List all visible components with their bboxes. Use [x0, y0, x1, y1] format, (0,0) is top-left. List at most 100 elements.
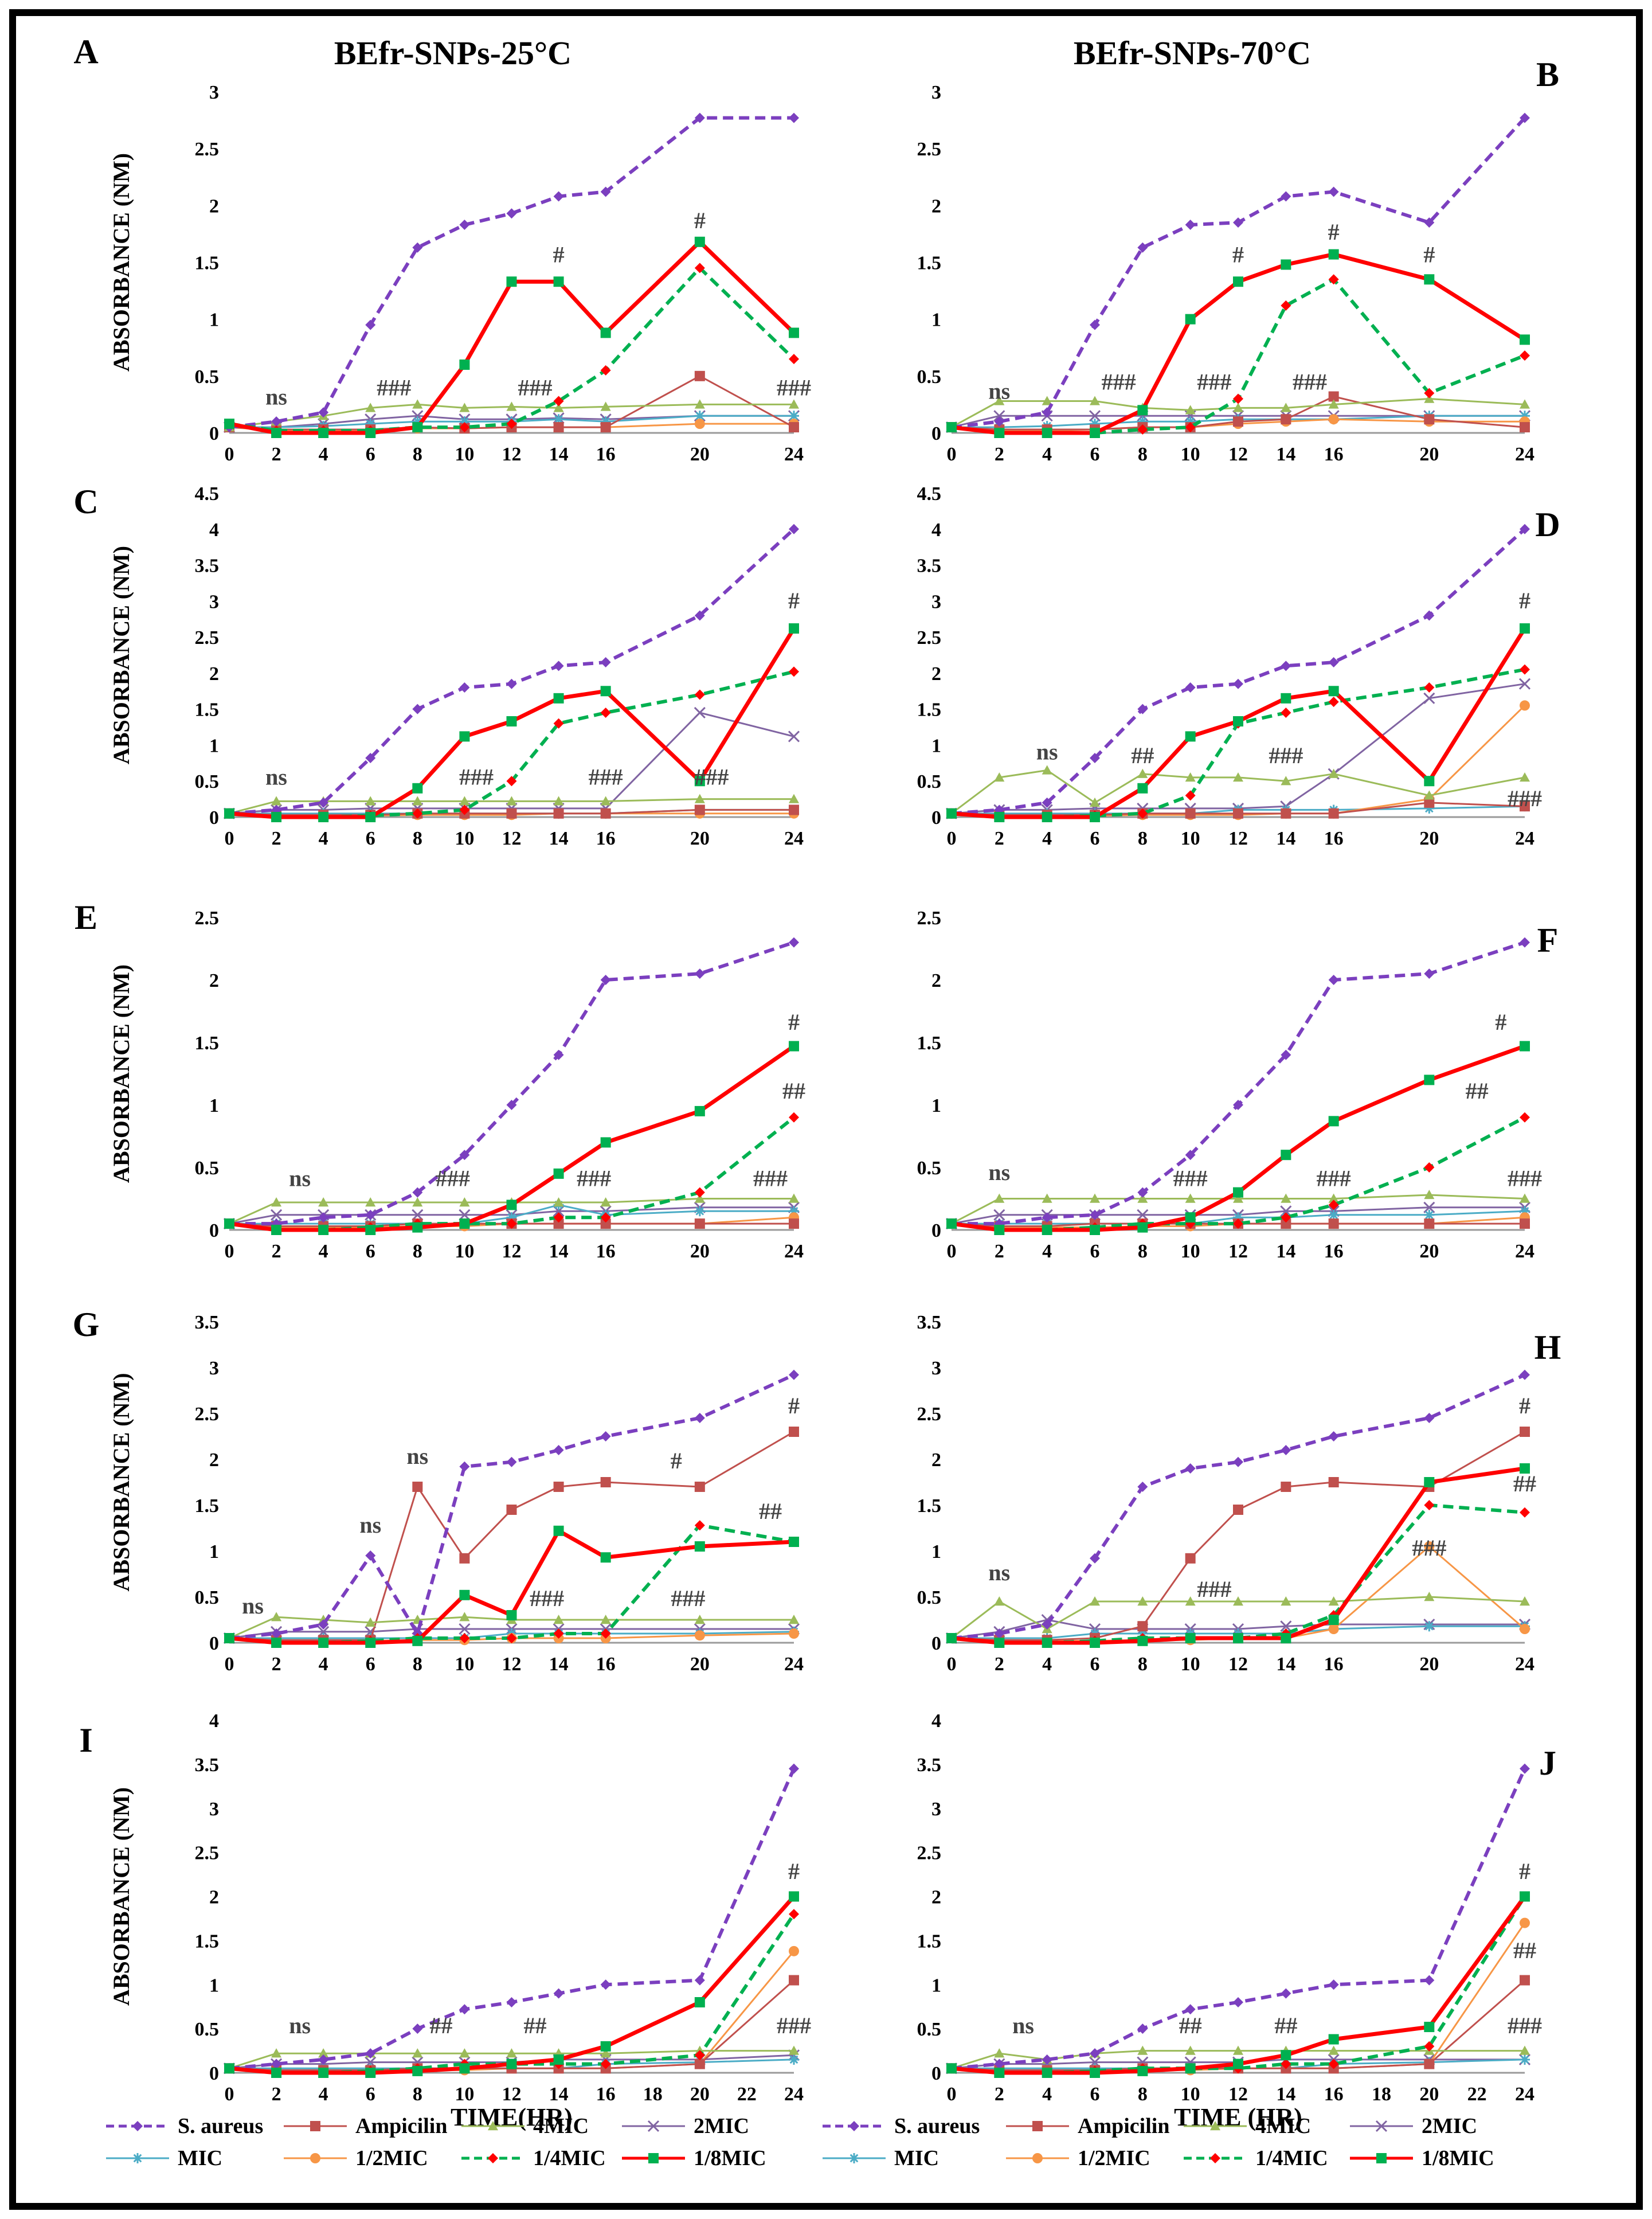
data-point [1137, 2045, 1148, 2055]
x-tick-label: 14 [549, 1654, 569, 1675]
x-tick-label: 4 [319, 444, 328, 465]
y-tick-label: 1 [931, 310, 941, 331]
data-point [459, 1612, 470, 1622]
data-point [1328, 1615, 1339, 1625]
data-point [1233, 403, 1243, 412]
data-point [1090, 2068, 1100, 2078]
x-tick-label: 4 [1042, 828, 1052, 849]
significance-label: ### [1102, 369, 1136, 395]
data-point [224, 1218, 234, 1229]
data-point [1090, 319, 1100, 330]
legend-marker [1375, 2120, 1388, 2132]
data-point [1233, 1505, 1243, 1515]
x-tick-label: 14 [1276, 2084, 1295, 2105]
x-tick-label: 10 [1181, 2084, 1200, 2105]
x-tick-label: 0 [947, 2084, 957, 2105]
significance-label: ns [988, 1560, 1010, 1585]
data-point [600, 2041, 611, 2052]
data-point [1520, 1112, 1530, 1123]
data-point [600, 401, 611, 411]
x-tick-label: 24 [784, 1654, 804, 1675]
y-tick-label: 1 [931, 1975, 941, 1996]
y-tick-label: 2 [209, 1887, 219, 1908]
data-point [1137, 2065, 1148, 2076]
legend-marker [310, 2121, 320, 2131]
data-point [553, 191, 564, 202]
data-point [1520, 1427, 1530, 1437]
series-1-8mic [224, 1525, 799, 1648]
data-point [789, 1891, 799, 1902]
x-tick-label: 12 [502, 1241, 522, 1262]
data-point [506, 401, 517, 411]
data-point [1520, 1206, 1530, 1217]
significance-label: # [1495, 1009, 1506, 1035]
data-point [412, 704, 423, 714]
significance-label: ### [777, 375, 811, 401]
x-tick-label: 2 [995, 444, 1004, 465]
data-point [271, 428, 282, 438]
x-tick-label: 16 [1324, 444, 1344, 465]
data-point [506, 276, 517, 287]
data-point [694, 1482, 705, 1492]
data-point [1090, 753, 1100, 764]
data-point [318, 2054, 329, 2065]
data-point [789, 1909, 799, 1920]
y-tick-label: 0.5 [917, 366, 942, 388]
data-point [600, 2058, 611, 2069]
data-point [1328, 399, 1339, 409]
x-tick-label: 14 [1276, 1241, 1295, 1262]
legend-label: 1/8MIC [694, 2146, 766, 2170]
y-tick-label: 3 [209, 1799, 219, 1820]
data-point [789, 327, 799, 338]
data-point [459, 422, 470, 433]
data-point [600, 327, 611, 338]
data-point [271, 1638, 282, 1648]
legend-label: S. aureus [894, 2114, 980, 2138]
y-axis-label: ABSORBANCE (NM) [108, 1787, 134, 2006]
data-point [506, 1218, 517, 1229]
data-point [600, 1137, 611, 1148]
y-tick-label: 1.5 [195, 700, 220, 721]
data-point [1281, 414, 1291, 425]
data-point [1520, 1507, 1530, 1518]
x-tick-label: 10 [455, 2084, 474, 2105]
data-point [1042, 1225, 1052, 1235]
data-point [994, 2068, 1005, 2078]
x-tick-label: 14 [549, 828, 569, 849]
x-tick-label: 24 [784, 828, 804, 849]
data-point [694, 1187, 705, 1198]
data-point [694, 1997, 705, 2007]
data-point [1042, 1619, 1052, 1630]
series-1-8mic [946, 1891, 1530, 2078]
series-line [229, 1523, 794, 1644]
data-point [600, 1212, 611, 1223]
significance-label: ## [429, 2013, 452, 2038]
data-point [1281, 2058, 1291, 2069]
y-tick-label: 1 [209, 1095, 219, 1116]
y-tick-label: 2 [931, 1450, 941, 1471]
data-point [946, 2063, 957, 2074]
x-tick-label: 8 [413, 1241, 422, 1262]
data-point [1520, 801, 1530, 812]
x-tick-label: 4 [319, 1654, 328, 1675]
data-point [1090, 1193, 1100, 1203]
data-point [1424, 776, 1435, 787]
data-point [994, 1638, 1005, 1648]
data-point [789, 524, 799, 534]
data-point [694, 370, 705, 381]
data-point [1520, 399, 1530, 409]
data-point [694, 411, 705, 421]
data-point [1042, 2068, 1052, 2078]
series-1-8mic [946, 1041, 1530, 1235]
x-tick-label: 20 [690, 828, 710, 849]
figure-border [9, 9, 1643, 2210]
panel-letter: C [73, 483, 98, 521]
x-tick-label: 16 [596, 444, 616, 465]
significance-label: ### [530, 1585, 564, 1611]
data-point [1042, 812, 1052, 822]
significance-label: ## [1466, 1078, 1489, 1104]
data-point [694, 1206, 705, 1217]
data-point [789, 399, 799, 409]
significance-label: ## [1131, 743, 1154, 768]
series-s-aureus [946, 1763, 1530, 2074]
